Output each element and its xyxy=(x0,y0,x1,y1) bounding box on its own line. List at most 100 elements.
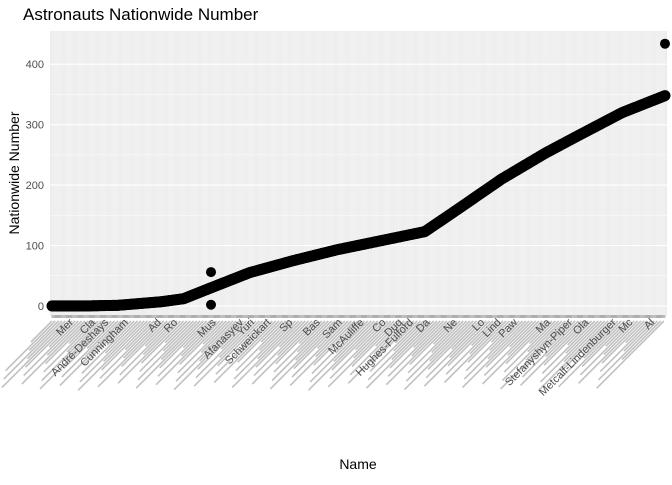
x-tick-label-overlap xyxy=(579,320,635,376)
x-tick-label-overlap xyxy=(237,320,280,363)
x-tick-label-overlap xyxy=(403,320,474,391)
x-tick-label-overlap xyxy=(545,320,583,358)
x-tick-label-overlap xyxy=(173,320,244,391)
x-tick-label-overlap xyxy=(28,320,60,351)
x-tick-label-overlap xyxy=(121,320,168,368)
outlier-point xyxy=(206,267,217,278)
x-tick-label-overlap xyxy=(599,320,652,372)
x-tick-label-overlap xyxy=(391,320,431,361)
x-tick-label-overlap xyxy=(213,320,277,384)
x-tick-label: Ro xyxy=(162,317,180,335)
x-tick-label-overlap xyxy=(1,320,70,389)
y-tick-label: 300 xyxy=(26,120,44,132)
x-tick-label-overlap xyxy=(471,320,497,347)
chart-title: Astronauts Nationwide Number xyxy=(23,5,259,24)
x-tick-label-overlap xyxy=(523,320,573,370)
x-tick-label-overlap xyxy=(351,320,398,368)
x-tick-label-overlap xyxy=(177,320,231,374)
x-tick-label-overlap xyxy=(77,320,148,391)
x-tick-label-overlap xyxy=(251,320,316,385)
x-tick-label-overlap xyxy=(411,320,448,357)
x-tick-label-overlap xyxy=(461,320,530,389)
x-tick-label-overlap xyxy=(583,320,622,359)
x-tick-label-overlap xyxy=(507,320,543,356)
x-tick-label-overlap xyxy=(601,320,645,364)
x-tick-label-overlap xyxy=(97,320,165,388)
x-tick-label-overlap xyxy=(159,320,208,369)
x-tick-label-overlap xyxy=(565,320,599,354)
y-tick-label: 100 xyxy=(26,241,44,253)
x-tick-label-overlap xyxy=(316,320,346,349)
x-tick-label-overlap xyxy=(5,320,56,372)
x-tick-label-overlap xyxy=(257,320,297,360)
x-tick-label-overlap xyxy=(182,320,211,349)
x-tick-label-overlap xyxy=(253,320,310,377)
x-tick-label-overlap xyxy=(124,320,155,351)
x-tick-label-overlap xyxy=(538,320,609,391)
x-tick-label-overlap xyxy=(79,320,142,383)
x-tick-label-overlap xyxy=(605,320,632,347)
x-tick-label-overlap xyxy=(463,320,524,380)
x-tick-label-overlap xyxy=(500,320,570,390)
x-tick-label-overlap xyxy=(84,320,122,358)
x-tick-label-overlap xyxy=(289,320,356,386)
x-tick-label-overlap xyxy=(413,320,441,349)
x-tick-label-overlap xyxy=(202,320,227,345)
y-axis-ticks: 0 100 200 300 400 xyxy=(26,59,44,313)
x-tick-label-overlap xyxy=(489,320,520,351)
x-tick-label-overlap xyxy=(547,320,576,349)
x-tick-label-overlap xyxy=(215,320,270,375)
x-tick-label-overlap xyxy=(231,320,300,389)
x-tick-label-overlap xyxy=(365,320,435,389)
x-tick-label-overlap xyxy=(104,320,139,354)
x-tick-label-overlap xyxy=(101,320,152,371)
x-tick-label-overlap xyxy=(195,320,254,379)
y-tick-label: 200 xyxy=(26,180,44,192)
x-tick-label-overlap xyxy=(621,320,662,361)
x-tick-label-overlap xyxy=(487,320,527,360)
x-tick-label-overlap xyxy=(298,320,323,344)
x-tick-label-overlap xyxy=(135,320,204,389)
x-tick-label-overlap xyxy=(385,320,451,386)
x-tick-label-overlap xyxy=(355,320,385,351)
x-tick-label-overlap xyxy=(48,320,76,348)
x-tick-label-overlap xyxy=(371,320,415,364)
x-tick-label-overlap xyxy=(563,320,606,363)
x-tick-label-overlap xyxy=(39,320,109,390)
x-tick-label-overlap xyxy=(311,320,366,375)
x-tick-label-overlap xyxy=(258,320,290,351)
plot-panel xyxy=(50,31,667,315)
x-tick-label-overlap xyxy=(387,320,445,377)
x-tick-label: Sp xyxy=(277,317,295,335)
x-tick-label-overlap xyxy=(581,320,629,368)
x-tick-label-overlap xyxy=(374,320,402,347)
x-tick-label-overlap xyxy=(558,320,625,388)
x-tick-label-overlap xyxy=(451,320,481,350)
x-tick-label-overlap xyxy=(21,320,86,385)
x-tick-label-overlap xyxy=(44,320,89,365)
x-tick-label-overlap xyxy=(293,320,343,370)
x-tick-label-overlap xyxy=(625,320,649,344)
x-tick-label-overlap xyxy=(3,320,63,380)
x-tick-label-overlap xyxy=(200,320,234,354)
x-tick-label-overlap xyxy=(329,320,389,379)
x-tick-label-overlap xyxy=(255,320,303,368)
x-tick-label-overlap xyxy=(409,320,454,365)
x-tick-label-overlap xyxy=(347,320,412,384)
x-tick-label-overlap xyxy=(273,320,326,373)
x-tick-label-overlap xyxy=(597,320,658,381)
x-tick-label-overlap xyxy=(445,320,500,375)
x-axis-label: Name xyxy=(339,456,377,472)
x-tick-label-overlap xyxy=(61,320,119,378)
x-tick-label-overlap xyxy=(199,320,241,362)
x-tick-label-overlap xyxy=(86,320,116,349)
x-tick-label-overlap xyxy=(427,320,477,370)
x-tick-label-overlap xyxy=(481,320,547,385)
x-tick-label-overlap xyxy=(102,320,145,363)
x-tick-label-overlap xyxy=(485,320,533,368)
x-tick-label-overlap xyxy=(142,320,178,356)
x-tick-label-overlap xyxy=(432,320,458,345)
x-tick-label-overlap xyxy=(389,320,438,369)
